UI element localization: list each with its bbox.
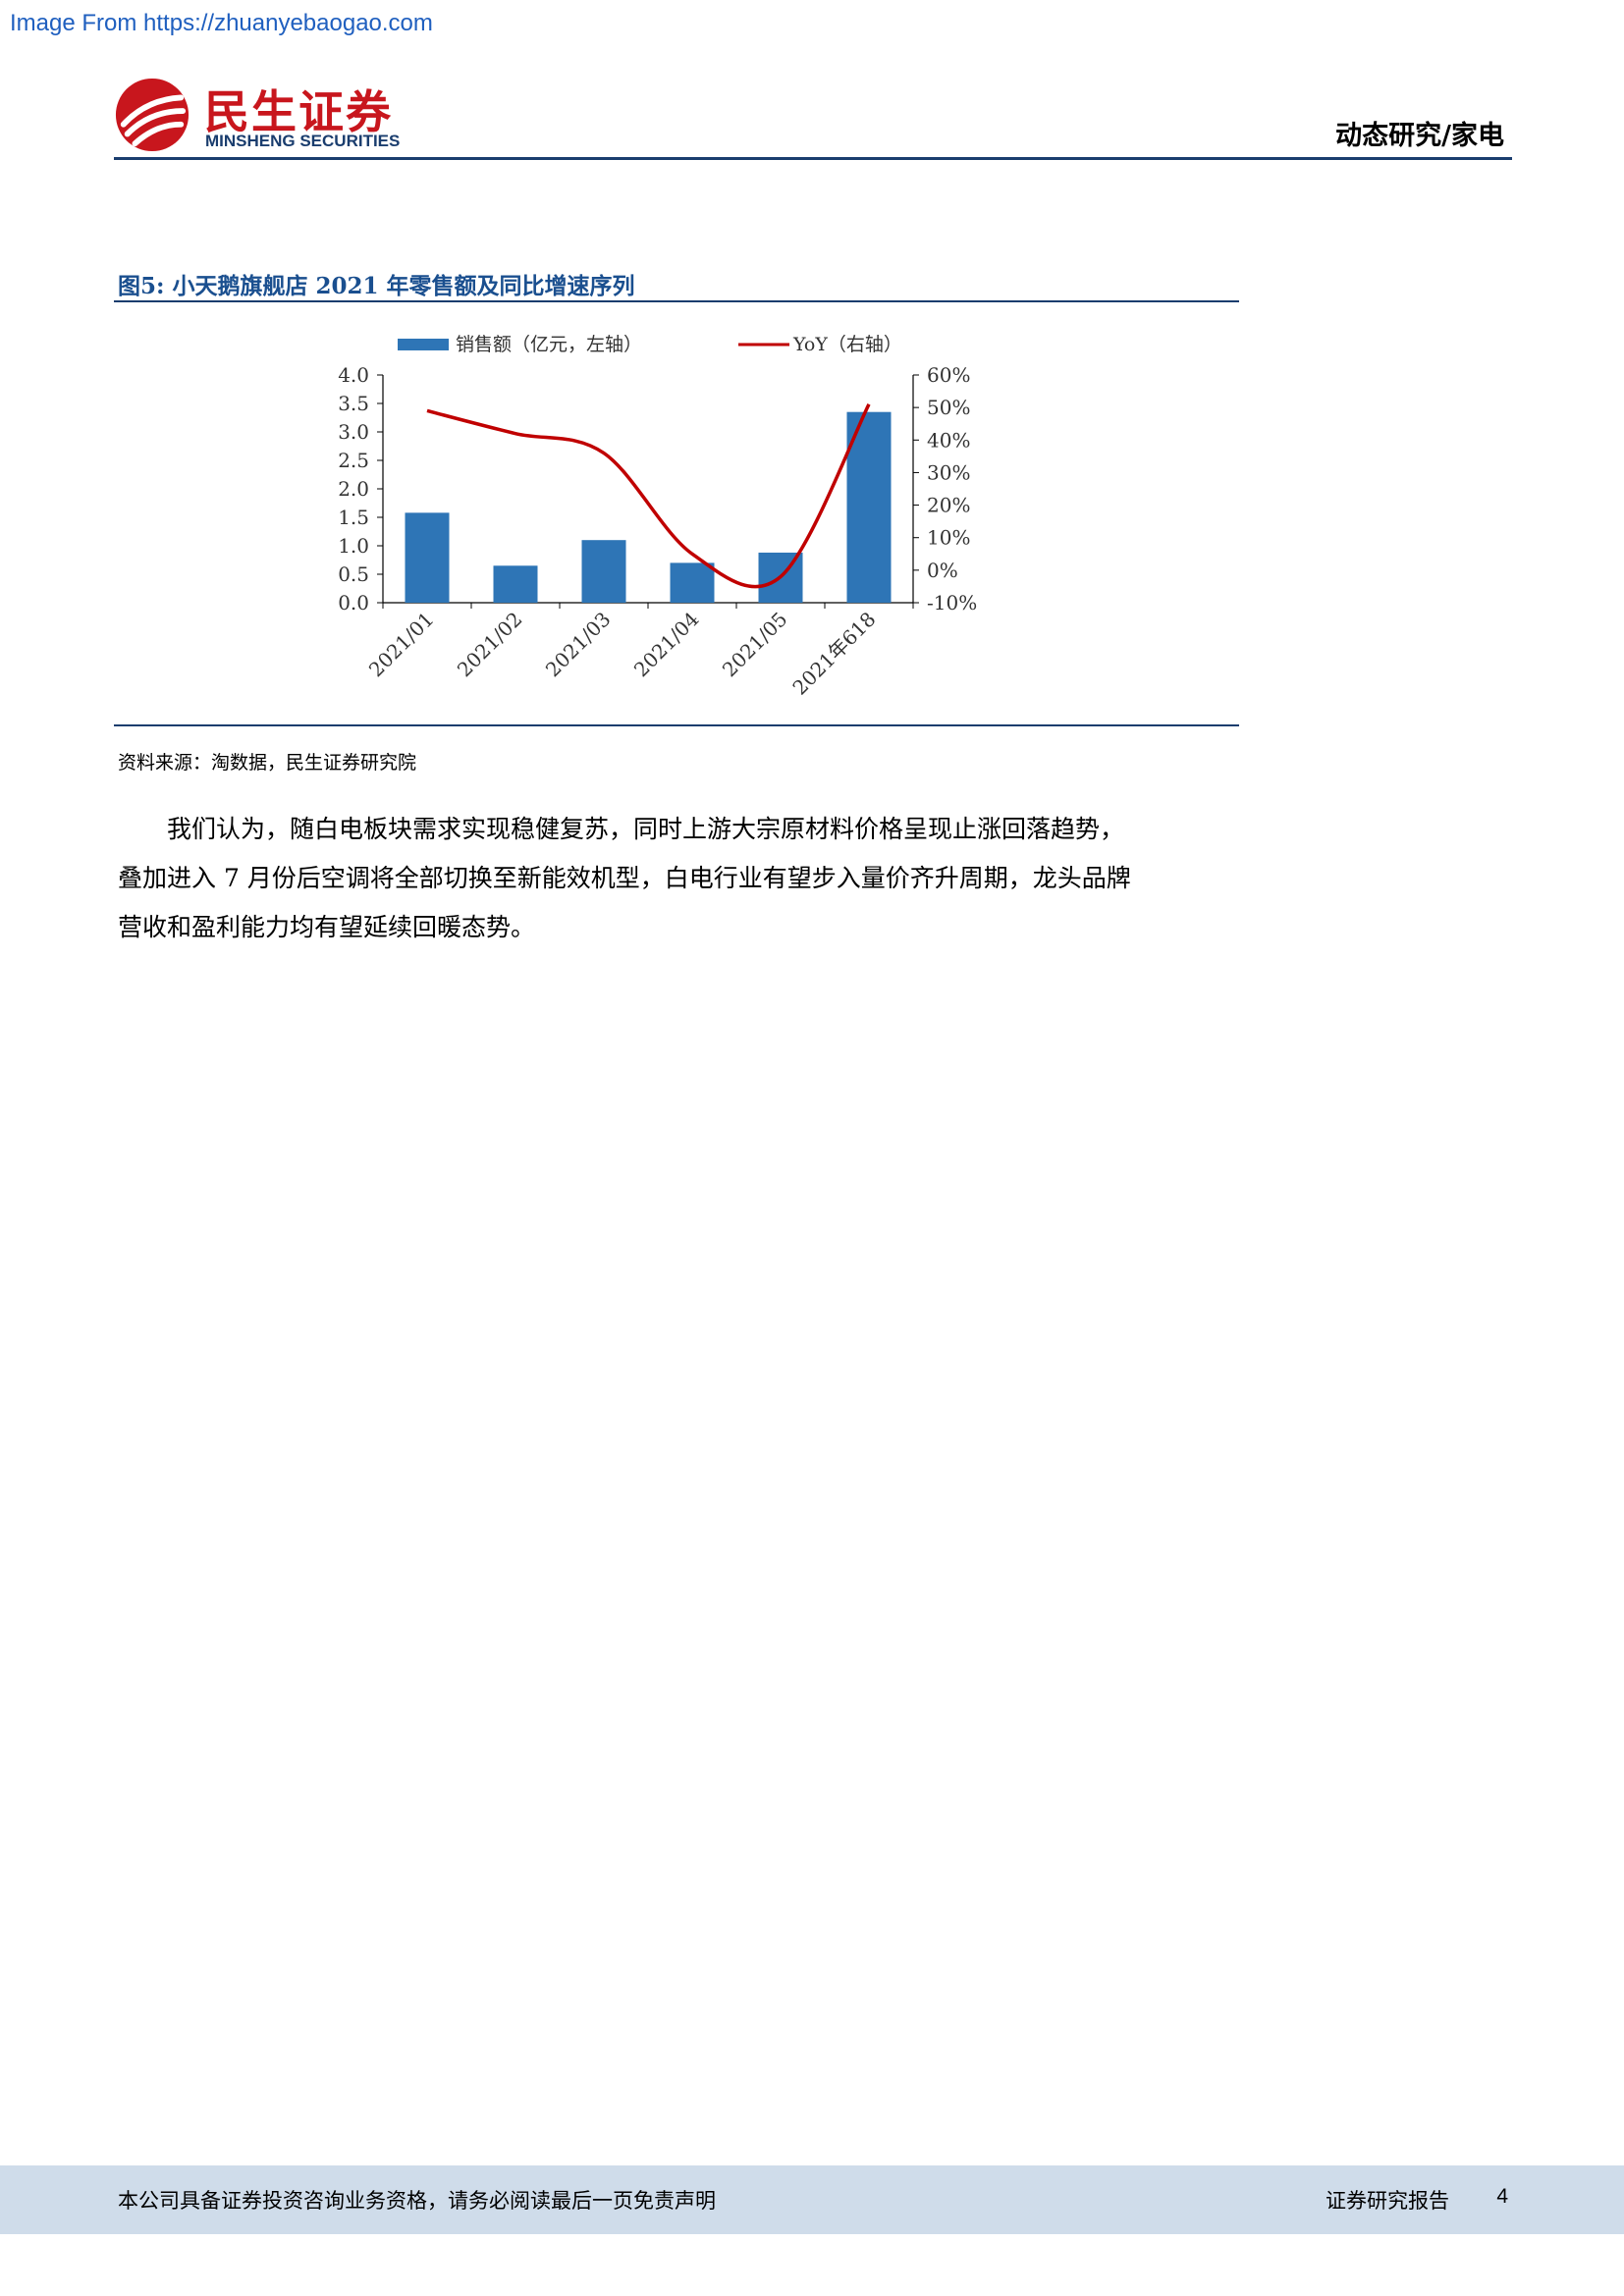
right-tick-label: 30%: [927, 460, 970, 484]
right-tick-label: 20%: [927, 494, 970, 517]
left-tick-label: 0.5: [338, 562, 369, 586]
left-tick-label: 0.0: [338, 591, 369, 614]
x-tick-label: 2021/02: [453, 608, 527, 682]
x-tick-label: 2021年618: [787, 608, 880, 700]
left-tick-label: 1.0: [338, 534, 369, 558]
header-divider: [114, 157, 1512, 160]
x-tick-label: 2021/03: [541, 608, 616, 682]
right-tick-label: 0%: [927, 559, 958, 582]
sales-bar: [493, 565, 538, 603]
paragraph-line: 叠加进入 7 月份后空调将全部切换至新能效机型，白电行业有望步入量价齐升周期，龙…: [118, 864, 1131, 892]
page-header: 民生证券 MINSHENG SECURITIES 动态研究/家电: [114, 71, 1512, 161]
paragraph-line: 营收和盈利能力均有望延续回暖态势。: [118, 913, 536, 941]
left-tick-label: 3.0: [338, 420, 369, 444]
left-tick-label: 1.5: [338, 506, 369, 529]
left-tick-label: 3.5: [338, 392, 369, 415]
sales-yoy-chart: 销售额（亿元，左轴） YoY（右轴） 0.0 0.5 1.0 1.5 2.0 2.5 3.0…: [338, 334, 977, 700]
right-tick-label: 10%: [927, 526, 970, 550]
figure-title: 图5: 小天鹅旗舰店 2021 年零售额及同比增速序列: [118, 273, 635, 299]
figure-top-rule: [114, 300, 1239, 302]
page-footer: 本公司具备证券投资咨询业务资格，请务必阅读最后一页免责声明 证券研究报告 4: [0, 2165, 1624, 2234]
chart-legend: 销售额（亿元，左轴） YoY（右轴）: [398, 334, 902, 355]
x-tick-label: 2021/05: [718, 608, 792, 682]
sales-bar: [670, 562, 715, 603]
sales-bar: [581, 540, 626, 603]
right-tick-label: 50%: [927, 396, 970, 419]
logo-english-name: MINSHENG SECURITIES: [205, 132, 401, 150]
plot-area: 0.0 0.5 1.0 1.5 2.0 2.5 3.0 3.5 4.0 -10% 0% 10% 20% 3…: [338, 363, 977, 700]
legend-line-label: YoY（右轴）: [792, 334, 902, 355]
left-tick-label: 2.5: [338, 449, 369, 472]
page-number: 4: [1496, 2185, 1508, 2208]
minsheng-logo-icon: [115, 78, 189, 152]
body-paragraph: 我们认为，随白电板块需求实现稳健复苏，同时上游大宗原材料价格呈现止涨回落趋势， …: [118, 805, 1227, 952]
yoy-line: [426, 403, 871, 589]
figure-source: 资料来源：淘数据，民生证券研究院: [118, 752, 417, 774]
right-tick-label: 40%: [927, 428, 970, 452]
paragraph-line: 我们认为，随白电板块需求实现稳健复苏，同时上游大宗原材料价格呈现止涨回落趋势，: [167, 815, 1125, 843]
footer-disclaimer: 本公司具备证券投资咨询业务资格，请务必阅读最后一页免责声明: [118, 2189, 716, 2213]
footer-report-type: 证券研究报告: [1326, 2189, 1449, 2213]
left-tick-label: 4.0: [338, 363, 369, 387]
logo-chinese-name: 民生证券: [204, 85, 393, 138]
x-tick-label: 2021/04: [629, 608, 704, 682]
legend-bar-swatch: [398, 339, 449, 350]
sales-bar: [405, 512, 450, 603]
sales-bar: [846, 411, 892, 603]
right-tick-label: -10%: [927, 591, 977, 614]
x-tick-label: 2021/01: [364, 608, 439, 682]
figure-bottom-rule: [114, 724, 1239, 726]
legend-bar-label: 销售额（亿元，左轴）: [456, 334, 642, 355]
source-watermark: Image From https://zhuanyebaogao.com: [10, 10, 433, 36]
left-tick-label: 2.0: [338, 477, 369, 501]
report-section: 动态研究/家电: [1335, 121, 1504, 151]
right-tick-label: 60%: [927, 363, 970, 387]
